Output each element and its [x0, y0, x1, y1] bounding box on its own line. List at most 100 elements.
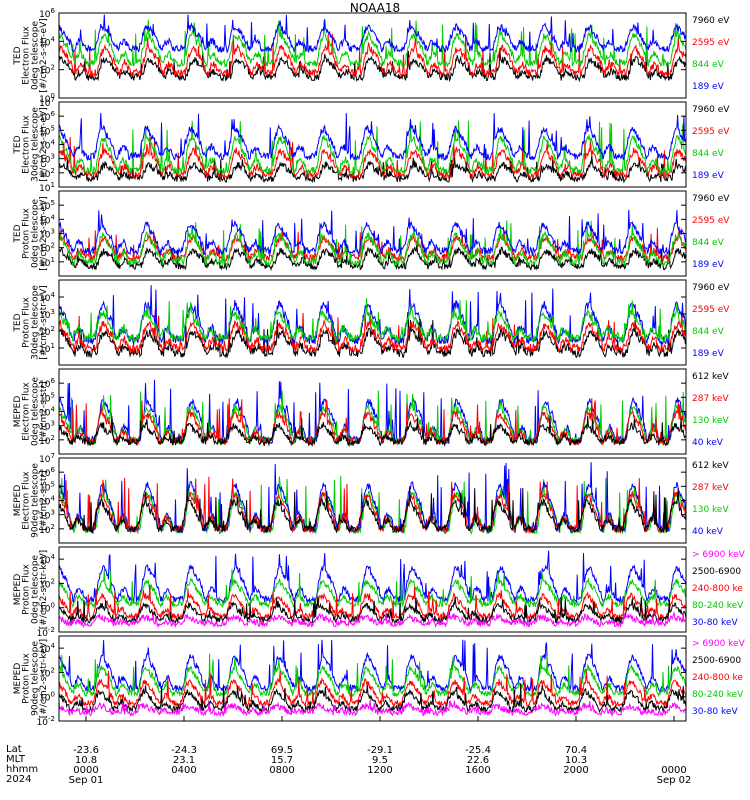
y-tick-label: 102: [39, 434, 55, 447]
series-line-4: [59, 596, 686, 625]
series-group: [59, 285, 686, 359]
legend-entry: 80-240 keV: [692, 690, 744, 700]
legend-entry: 2595 eV: [692, 38, 730, 48]
y-tick-label: 102: [39, 242, 55, 255]
x-tick-lat: 70.4: [565, 745, 587, 756]
y-tick-label: 102: [39, 64, 55, 77]
series-line-1: [59, 241, 686, 272]
y-tick-label: 107: [39, 452, 55, 465]
legend-entry: 287 keV: [692, 483, 729, 493]
legend-entry: 844 eV: [692, 149, 725, 159]
legend-entry: 189 eV: [692, 260, 725, 270]
y-tick-label: 103: [39, 308, 55, 321]
legend-entry: 189 eV: [692, 349, 725, 359]
series-group: [59, 639, 686, 718]
x-tick-lat: 69.5: [271, 745, 293, 756]
x-tick-mlt: 15.7: [271, 755, 293, 766]
y-tick-label: 104: [39, 406, 55, 419]
chart-title: NOAA18: [349, 1, 401, 15]
x-tick-mlt: 9.5: [372, 755, 388, 766]
y-tick-label: 105: [39, 391, 55, 404]
legend-entry: 40 keV: [692, 438, 724, 448]
legend-entry: 844 eV: [692, 238, 725, 248]
y-tick-label: 106: [39, 7, 55, 20]
series-line-1: [59, 550, 686, 605]
legend-entry: 80-240 keV: [692, 601, 744, 611]
series-line-4: [59, 487, 686, 534]
legend-entry: 844 eV: [692, 327, 725, 337]
panel-frame: [58, 101, 687, 188]
legend-entry: 612 keV: [692, 461, 729, 471]
legend-entry: 7960 eV: [692, 194, 730, 204]
legend-entry: 240-800 ke: [692, 673, 743, 683]
y-tick-label: 101: [39, 342, 55, 355]
series-line-5: [59, 700, 686, 718]
x-tick-hhmm: 2000: [563, 765, 588, 776]
y-axis-label: MEPEDElectron Flux90deg telescope[#/cm2-…: [13, 463, 49, 538]
x-tick-hhmm: 0800: [269, 765, 294, 776]
series-line-4: [59, 14, 686, 54]
series-group: [59, 379, 686, 448]
x-tick-lat: -24.3: [171, 745, 197, 756]
x-tick-lat: -25.4: [465, 745, 491, 756]
x-tick-hhmm: 0000: [661, 765, 686, 776]
legend-entry: 612 keV: [692, 372, 729, 382]
x-tick-hhmm: 1600: [465, 765, 490, 776]
y-tick-label: 10-2: [37, 715, 55, 728]
y-tick-label: 102: [39, 325, 55, 338]
y-tick-label: 106: [39, 377, 55, 390]
y-tick-label: 104: [39, 553, 55, 566]
y-tick-label: 102: [39, 523, 55, 536]
series-line-3: [59, 19, 686, 69]
y-tick-label: 104: [39, 495, 55, 508]
series-line-4: [59, 298, 686, 344]
panel-frame: [58, 635, 687, 722]
series-line-3: [59, 584, 686, 621]
x-tick-mlt: 22.6: [467, 755, 489, 766]
y-tick-label: 100: [39, 602, 55, 615]
y-tick-label: 103: [39, 509, 55, 522]
mlt-row-label: MLT: [6, 754, 25, 765]
legend-entry: 40 keV: [692, 527, 724, 537]
legend-entry: 2595 eV: [692, 216, 730, 226]
legend-entry: 7960 eV: [692, 16, 730, 26]
series-line-1: [59, 155, 686, 184]
x-tick-hhmm: 1200: [367, 765, 392, 776]
y-tick-label: 105: [39, 199, 55, 212]
y-axis-label: TEDProton Flux0deg telescope[#/cm2-s-str…: [13, 196, 49, 271]
series-line-5: [59, 611, 686, 629]
series-line-4: [59, 683, 686, 714]
y-axis-label: MEPEDElectron Flux0deg telescope[#/cm2-s…: [13, 377, 49, 447]
series-group: [59, 462, 686, 535]
legend-entry: 130 keV: [692, 416, 729, 426]
series-line-3: [59, 220, 686, 268]
legend-entry: > 6900 keV: [692, 550, 746, 560]
y-tick-label: 101: [39, 256, 55, 269]
legend-entry: 189 eV: [692, 171, 725, 181]
series-line-2: [59, 33, 686, 79]
series-line-1: [59, 475, 686, 535]
x-tick-mlt: 10.8: [75, 755, 97, 766]
y-tick-label: 101: [39, 181, 55, 194]
series-line-1: [59, 48, 686, 83]
legend-entry: 2500-6900: [692, 656, 741, 666]
x-tick-hhmm: 0000: [73, 765, 98, 776]
legend-entry: 844 eV: [692, 60, 725, 70]
x-tick-date: Sep 02: [657, 775, 692, 786]
legend-entry: 240-800 ke: [692, 584, 743, 594]
legend-entry: 7960 eV: [692, 105, 730, 115]
y-tick-label: 103: [39, 228, 55, 241]
y-tick-label: 102: [39, 577, 55, 590]
legend-entry: 189 eV: [692, 82, 725, 92]
y-tick-label: 100: [39, 691, 55, 704]
legend-entry: 30-80 keV: [692, 707, 738, 717]
y-tick-label: 106: [39, 466, 55, 479]
x-tick-date: Sep 01: [69, 775, 104, 786]
